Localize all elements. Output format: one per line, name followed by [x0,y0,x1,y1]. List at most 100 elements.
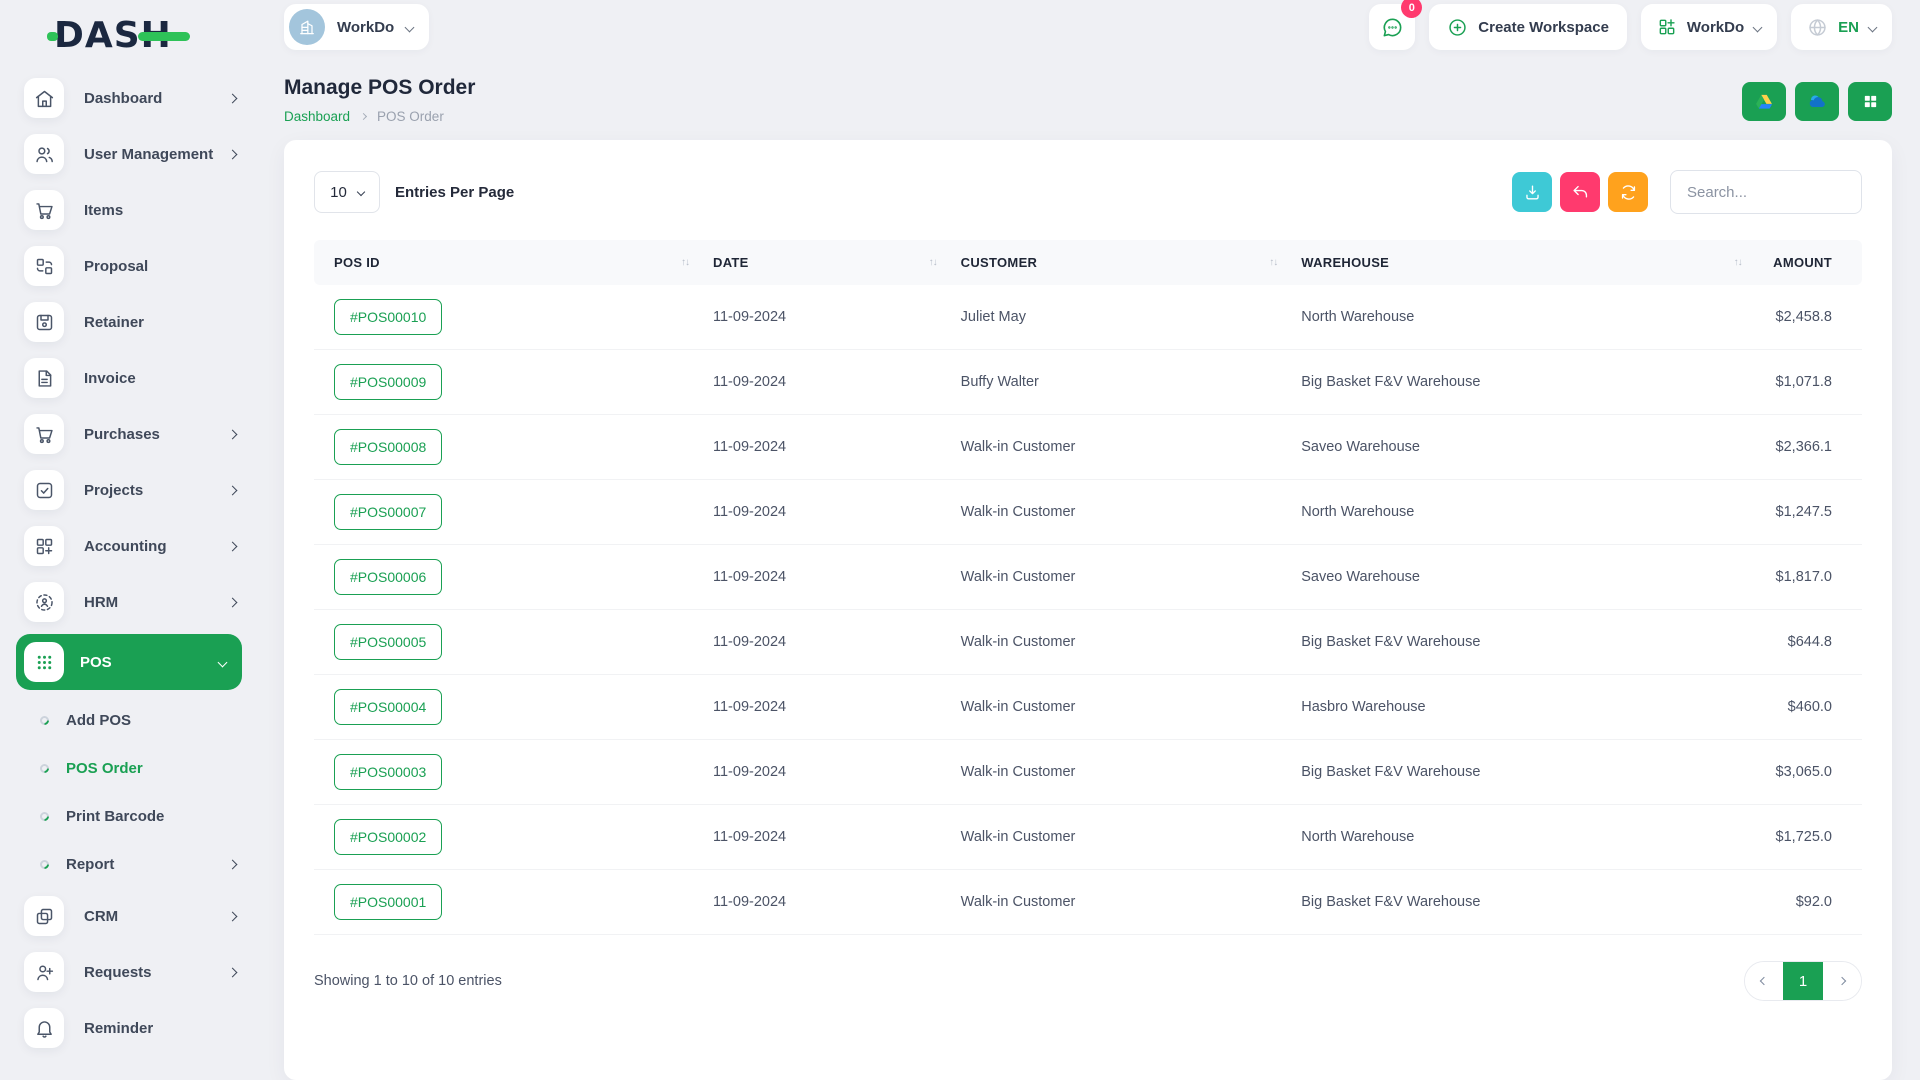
breadcrumb-home-link[interactable]: Dashboard [284,109,351,124]
table-row: #POS00006 11-09-2024 Walk-in Customer Sa… [314,544,1862,610]
bullet-icon [38,761,51,775]
search-input[interactable] [1670,170,1862,214]
order-warehouse: Saveo Warehouse [1289,544,1754,610]
topbar-right: 0 Create Workspace WorkDo [1369,0,1892,50]
sidebar-item-dashboard[interactable]: Dashboard [0,70,260,126]
entries-per-page-select[interactable]: 10 [314,171,380,213]
sidebar-item-purchases[interactable]: Purchases [0,406,260,462]
user-plus-icon [24,952,64,992]
sidebar-item-reminder[interactable]: Reminder [0,1000,260,1056]
order-customer: Walk-in Customer [948,609,1290,675]
entries-summary: Showing 1 to 10 of 10 entries [314,973,502,989]
sidebar-item-print-barcode[interactable]: Print Barcode [0,792,260,840]
company-menu-button[interactable]: WorkDo [1640,4,1778,50]
sidebar-item-add-pos[interactable]: Add POS [0,696,260,744]
chat-button[interactable]: 0 [1369,0,1423,50]
workspace-switcher[interactable]: WorkDo [284,4,430,50]
pos-id-badge[interactable]: #POS00004 [334,689,443,725]
sidebar-item-projects[interactable]: Projects [0,462,260,518]
pos-id-badge[interactable]: #POS00009 [334,364,443,400]
table-row: #POS00010 11-09-2024 Juliet May North Wa… [314,285,1862,350]
refresh-button[interactable] [1608,172,1648,212]
order-customer: Juliet May [948,285,1290,350]
col-warehouse[interactable]: WAREHOUSE ↑↓ [1289,240,1754,285]
bullet-icon [38,857,51,871]
pos-id-badge[interactable]: #POS00005 [334,624,443,660]
next-page-button[interactable] [1823,962,1861,1000]
pagination: 1 [1744,961,1862,1001]
pos-id-badge[interactable]: #POS00007 [334,494,443,530]
sort-icon: ↑↓ [928,257,938,268]
pos-id-badge[interactable]: #POS00006 [334,559,443,595]
orders-table-body: #POS00010 11-09-2024 Juliet May North Wa… [314,285,1862,935]
sidebar-item-label: Proposal [84,257,149,275]
col-amount[interactable]: AMOUNT [1753,240,1862,285]
col-pos-id[interactable]: POS ID ↑↓ [314,240,701,285]
sidebar-item-report[interactable]: Report [0,840,260,888]
order-date: 11-09-2024 [701,739,949,805]
sidebar-item-requests[interactable]: Requests [0,944,260,1000]
order-date: 11-09-2024 [701,609,949,675]
entries-per-page-value: 10 [330,183,347,201]
export-button[interactable] [1512,172,1552,212]
create-workspace-button[interactable]: Create Workspace [1429,4,1627,50]
sidebar-item-user-management[interactable]: User Management [0,126,260,182]
sidebar-item-invoice[interactable]: Invoice [0,350,260,406]
pos-id-badge[interactable]: #POS00010 [334,299,443,335]
grid-plus-icon [24,526,64,566]
orders-table: POS ID ↑↓ DATE ↑↓ CUSTOMER ↑↓ WAREHOUSE ↑↓ A… [314,240,1862,935]
company-menu-label: WorkDo [1686,18,1745,36]
sidebar-item-crm[interactable]: CRM [0,888,260,944]
pos-id-badge[interactable]: #POS00003 [334,754,443,790]
sidebar-item-pos[interactable]: POS [16,634,242,690]
current-page-button[interactable]: 1 [1783,962,1823,1000]
home-icon [24,78,64,118]
order-date: 11-09-2024 [701,349,949,415]
pos-id-badge[interactable]: #POS00001 [334,884,443,920]
workspace-avatar-building-icon [289,9,325,45]
sidebar-item-label: Purchases [84,425,160,443]
sidebar-item-label: CRM [84,907,119,925]
sidebar-item-pos-order[interactable]: POS Order [0,744,260,792]
order-customer: Walk-in Customer [948,414,1290,480]
order-amount: $460.0 [1753,674,1862,740]
google-drive-button[interactable] [1742,82,1786,121]
chevron-down-icon [1752,22,1763,32]
col-date[interactable]: DATE ↑↓ [701,240,949,285]
chevron-right-icon [227,149,238,159]
sidebar-item-label: Reminder [84,1019,154,1037]
reset-button[interactable] [1560,172,1600,212]
sidebar-item-accounting[interactable]: Accounting [0,518,260,574]
chevron-right-icon [227,597,238,607]
grid-icon [1862,93,1879,110]
order-warehouse: Hasbro Warehouse [1289,674,1754,740]
col-customer[interactable]: CUSTOMER ↑↓ [948,240,1290,285]
chevron-right-icon [1837,976,1847,986]
order-warehouse: North Warehouse [1289,479,1754,545]
pos-id-badge[interactable]: #POS00008 [334,429,443,465]
create-workspace-label: Create Workspace [1478,18,1609,36]
sidebar-item-label: Dashboard [84,89,163,107]
order-warehouse: Big Basket F&V Warehouse [1289,609,1754,675]
language-selector[interactable]: EN [1791,4,1892,50]
sidebar-item-retainer[interactable]: Retainer [0,294,260,350]
grid-view-button[interactable] [1848,82,1892,121]
table-row: #POS00007 11-09-2024 Walk-in Customer No… [314,479,1862,545]
sidebar-item-hrm[interactable]: HRM [0,574,260,630]
language-code: EN [1838,18,1859,36]
sidebar-item-label: Invoice [84,369,136,387]
pos-id-badge[interactable]: #POS00002 [334,819,443,855]
order-warehouse: Big Basket F&V Warehouse [1289,869,1754,935]
onedrive-button[interactable] [1795,82,1839,121]
order-customer: Walk-in Customer [948,804,1290,870]
app-logo[interactable]: DASH [0,0,260,70]
order-date: 11-09-2024 [701,414,949,480]
topbar: WorkDo 0 Create Workspace [284,0,1892,54]
sidebar-item-proposal[interactable]: Proposal [0,238,260,294]
order-amount: $92.0 [1753,869,1862,935]
sidebar-item-items[interactable]: Items [0,182,260,238]
order-amount: $3,065.0 [1753,739,1862,805]
prev-page-button[interactable] [1745,962,1783,1000]
order-customer: Walk-in Customer [948,544,1290,610]
